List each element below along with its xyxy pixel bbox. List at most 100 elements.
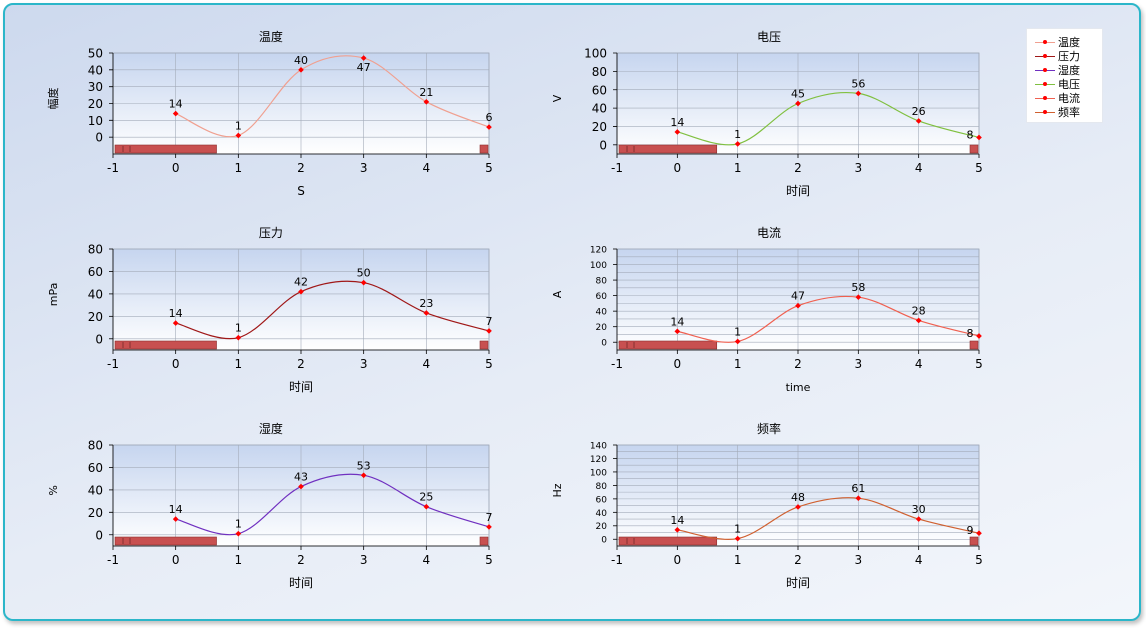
x-tick-label: 4 bbox=[423, 357, 431, 371]
y-tick-label: 40 bbox=[592, 102, 607, 116]
legend-item: 电流 bbox=[1035, 92, 1099, 105]
y-tick-label: 80 bbox=[596, 482, 608, 492]
data-point bbox=[855, 294, 862, 300]
legend-marker bbox=[1043, 96, 1047, 100]
y-tick-label: 20 bbox=[596, 522, 608, 532]
data-label: 1 bbox=[235, 322, 242, 335]
y-tick-label: 40 bbox=[596, 509, 608, 519]
data-point bbox=[298, 67, 304, 73]
y-tick-label: 10 bbox=[88, 114, 103, 128]
x-tick-label: 2 bbox=[794, 553, 802, 567]
data-label: 8 bbox=[967, 327, 974, 340]
x-axis-label: S bbox=[297, 184, 305, 198]
y-tick-label: 0 bbox=[601, 339, 607, 349]
y-tick-label: 50 bbox=[88, 47, 103, 61]
data-point bbox=[486, 124, 492, 130]
x-tick-label: 4 bbox=[423, 161, 431, 175]
y-tick-label: 60 bbox=[596, 495, 608, 505]
data-label: 14 bbox=[670, 514, 684, 527]
y-tick-label: 80 bbox=[88, 243, 103, 257]
y-tick-label: 20 bbox=[596, 323, 608, 333]
data-point bbox=[734, 141, 741, 147]
scroll-end-button bbox=[479, 536, 489, 546]
x-tick-label: 0 bbox=[172, 161, 180, 175]
y-tick-label: 100 bbox=[590, 261, 607, 271]
data-label: 6 bbox=[486, 111, 493, 124]
data-label: 7 bbox=[486, 511, 493, 524]
legend-label: 温度 bbox=[1058, 36, 1080, 49]
data-label: 1 bbox=[235, 518, 242, 531]
y-axis-label: A bbox=[551, 290, 564, 298]
data-point bbox=[486, 524, 492, 530]
series-line bbox=[175, 473, 490, 536]
x-tick-label: 5 bbox=[485, 553, 493, 567]
data-point bbox=[423, 98, 430, 105]
y-tick-label: 80 bbox=[592, 65, 607, 79]
data-point bbox=[674, 129, 681, 135]
data-point bbox=[172, 516, 179, 522]
scroll-end-button bbox=[969, 536, 979, 546]
data-label: 28 bbox=[912, 304, 926, 317]
scroll-thumb bbox=[114, 536, 217, 546]
data-point bbox=[298, 483, 304, 490]
data-point bbox=[855, 90, 862, 97]
data-label: 50 bbox=[357, 267, 371, 280]
series-line bbox=[677, 497, 980, 540]
data-point bbox=[734, 535, 741, 542]
data-point bbox=[855, 495, 862, 502]
x-tick-label: 1 bbox=[235, 161, 243, 175]
y-tick-label: 140 bbox=[590, 441, 607, 451]
data-label: 47 bbox=[791, 290, 805, 303]
data-label: 26 bbox=[912, 105, 926, 118]
legend-label: 电流 bbox=[1058, 92, 1080, 105]
y-tick-label: 60 bbox=[596, 292, 608, 302]
chart-panel: 0 10 20 30 40 50 -1 0 1 2 3 4 5 14 1 40 47 21 6 温度 S 幅度 0 20 40 6… bbox=[3, 3, 1141, 621]
x-tick-label: 2 bbox=[297, 553, 305, 567]
y-tick-label: 100 bbox=[584, 47, 607, 61]
x-tick-label: 3 bbox=[855, 357, 863, 371]
y-tick-label: 60 bbox=[592, 83, 607, 97]
legend-marker bbox=[1043, 54, 1047, 58]
legend-label: 压力 bbox=[1058, 50, 1080, 63]
y-tick-label: 30 bbox=[88, 80, 103, 94]
data-point bbox=[360, 472, 367, 479]
y-tick-label: 100 bbox=[590, 468, 607, 478]
y-axis-label: mPa bbox=[47, 283, 60, 307]
legend-marker bbox=[1043, 110, 1047, 114]
x-tick-label: -1 bbox=[611, 553, 623, 567]
legend-item: 频率 bbox=[1035, 106, 1099, 119]
scroll-end-button bbox=[479, 340, 489, 350]
x-tick-label: 0 bbox=[674, 161, 682, 175]
legend-label: 电压 bbox=[1058, 78, 1080, 91]
data-label: 42 bbox=[294, 276, 308, 289]
legend: 温度 压力 湿度 电压 电流 频率 bbox=[1026, 28, 1103, 123]
data-point bbox=[486, 328, 492, 334]
x-tick-label: 2 bbox=[794, 161, 802, 175]
scroll-end-button bbox=[969, 340, 979, 350]
y-tick-label: 60 bbox=[88, 265, 103, 279]
series-line bbox=[175, 55, 490, 138]
x-tick-label: 4 bbox=[915, 357, 923, 371]
scroll-thumb bbox=[618, 536, 718, 546]
x-tick-label: 0 bbox=[172, 553, 180, 567]
x-tick-label: 1 bbox=[734, 357, 742, 371]
x-tick-label: -1 bbox=[611, 357, 623, 371]
x-tick-label: 2 bbox=[297, 161, 305, 175]
x-tick-label: 3 bbox=[360, 161, 368, 175]
y-tick-label: 80 bbox=[88, 439, 103, 453]
x-tick-label: -1 bbox=[611, 161, 623, 175]
y-tick-label: 0 bbox=[599, 138, 607, 152]
data-label: 14 bbox=[670, 315, 684, 328]
scroll-thumb bbox=[114, 340, 217, 350]
y-tick-label: 40 bbox=[88, 483, 103, 497]
x-tick-label: 3 bbox=[855, 553, 863, 567]
chart-title: 频率 bbox=[757, 421, 781, 436]
y-axis-label: % bbox=[47, 485, 60, 495]
data-label: 8 bbox=[967, 128, 974, 141]
data-label: 47 bbox=[357, 61, 371, 74]
chart: 0 10 20 30 40 50 -1 0 1 2 3 4 5 14 1 40 47 21 6 温度 S 幅度 bbox=[46, 29, 493, 198]
y-tick-label: 0 bbox=[601, 536, 607, 546]
data-point bbox=[795, 302, 801, 309]
data-point bbox=[976, 134, 982, 141]
